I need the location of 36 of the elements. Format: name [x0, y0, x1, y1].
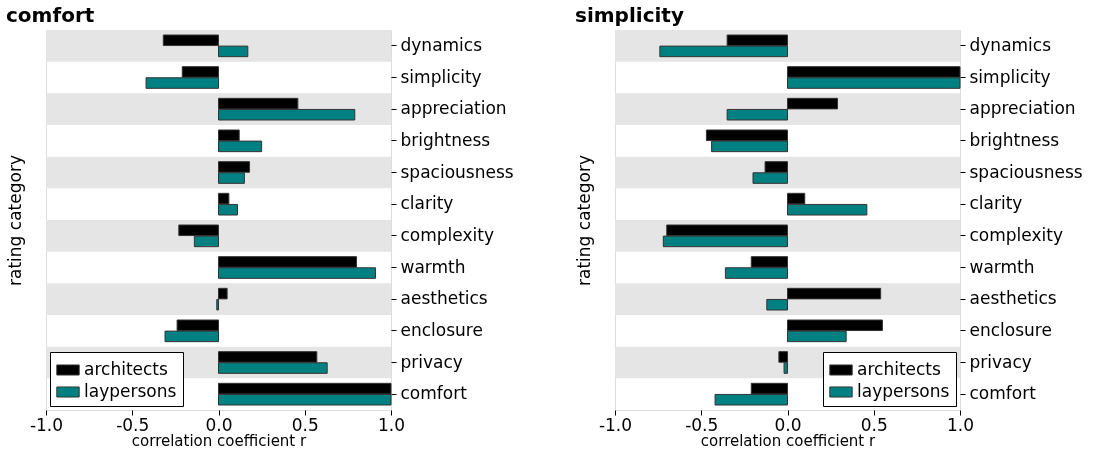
legend-label: architects: [857, 359, 942, 379]
y-tick-label: simplicity: [400, 66, 482, 87]
y-tick-label: appreciation: [969, 98, 1076, 119]
y-tick-label: spaciousness: [400, 161, 514, 182]
y-tick-label: enclosure: [969, 319, 1052, 340]
x-tick-label: -1.0: [598, 414, 633, 435]
y-axis-title: rating category: [573, 155, 594, 286]
y-tick-label: complexity: [969, 224, 1063, 245]
y-tick-label: warmth: [969, 256, 1035, 277]
y-tick-label: dynamics: [969, 34, 1052, 55]
y-tick-label: aesthetics: [969, 288, 1057, 309]
y-axis-title: rating category: [4, 155, 25, 286]
x-tick-label: 1.0: [946, 414, 975, 435]
legend-label: laypersons: [857, 381, 950, 401]
y-tick-label: brightness: [969, 129, 1060, 150]
x-tick-label: -1.0: [29, 414, 64, 435]
y-tick-label: dynamics: [400, 34, 483, 55]
y-tick-label: appreciation: [400, 98, 507, 119]
legend-label: architects: [84, 359, 169, 379]
y-tick-label: privacy: [400, 351, 463, 372]
y-tick-label: enclosure: [400, 319, 483, 340]
y-tick-label: spaciousness: [969, 161, 1083, 182]
y-tick-label: complexity: [400, 224, 494, 245]
y-tick-label: privacy: [969, 351, 1032, 372]
legend-label: laypersons: [84, 381, 177, 401]
y-tick-label: clarity: [400, 193, 454, 214]
y-tick-label: brightness: [400, 129, 491, 150]
y-tick-label: simplicity: [969, 66, 1051, 87]
y-tick-label: comfort: [400, 383, 468, 404]
chart-title: comfort: [6, 3, 95, 27]
y-tick-label: warmth: [400, 256, 466, 277]
y-tick-label: aesthetics: [400, 288, 488, 309]
y-tick-label: clarity: [969, 193, 1023, 214]
x-tick-label: 1.0: [377, 414, 406, 435]
chart-title: simplicity: [575, 3, 684, 27]
y-tick-label: comfort: [969, 383, 1037, 404]
